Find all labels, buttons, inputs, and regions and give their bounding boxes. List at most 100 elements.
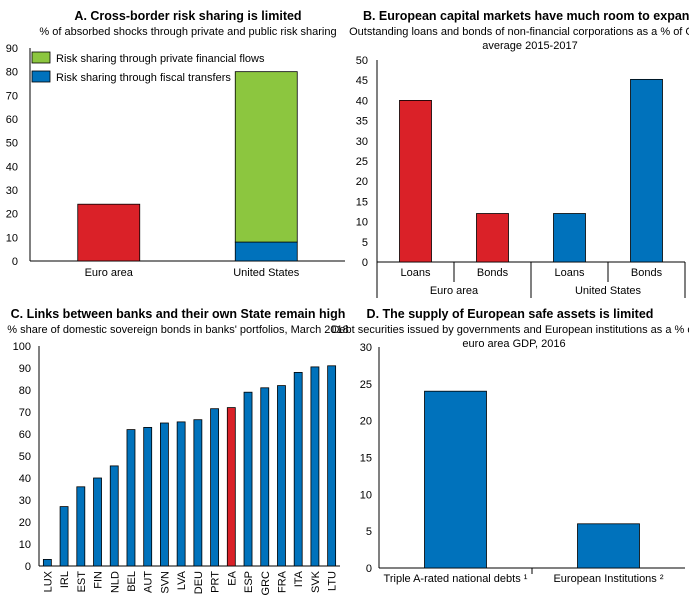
bar-triple-a-debts — [424, 390, 487, 569]
panel-subtitle: % of absorbed shocks through private and… — [39, 26, 336, 38]
y-tick-label: 70 — [19, 407, 31, 419]
x-category-label: AUT — [143, 571, 155, 593]
bar-european-institutions — [577, 523, 640, 569]
y-tick-label: 50 — [6, 138, 18, 150]
x-category-label: Triple A-rated national debts ¹ — [384, 573, 528, 585]
y-tick-label: 60 — [19, 429, 31, 441]
y-tick-label: 70 — [6, 90, 18, 102]
x-group-label: Euro area — [430, 285, 479, 297]
x-category-label: LTU — [327, 571, 339, 591]
bar-grc — [260, 387, 270, 567]
x-category-label: LVA — [176, 570, 188, 590]
bar-bel — [126, 429, 136, 567]
x-category-label: BEL — [126, 571, 138, 592]
x-category-label: EST — [76, 571, 88, 593]
panel-subtitle: Outstanding loans and bonds of non-finan… — [349, 26, 689, 38]
bar-loans — [399, 100, 432, 263]
bar-loans — [553, 213, 586, 263]
y-tick-label: 40 — [19, 473, 31, 485]
bar-svn — [160, 422, 169, 567]
y-tick-label: 30 — [6, 185, 18, 197]
y-tick-label: 100 — [13, 341, 31, 353]
bar-fin — [93, 477, 102, 567]
y-tick-label: 35 — [356, 116, 368, 128]
x-category-label: United States — [233, 267, 300, 279]
bar-ita — [293, 371, 303, 567]
panel-d: D. The supply of European safe assets is… — [331, 307, 689, 585]
panel-subtitle: Debt securities issued by governments an… — [331, 324, 689, 336]
y-tick-label: 80 — [19, 385, 31, 397]
bar-lux — [42, 559, 52, 567]
x-group-label: United States — [575, 285, 642, 297]
bar-euro-area — [77, 203, 141, 262]
y-tick-label: 10 — [19, 539, 31, 551]
panel-subtitle: % share of domestic sovereign bonds in b… — [7, 324, 348, 336]
x-category-label: European Institutions ² — [553, 573, 663, 585]
y-tick-label: 20 — [356, 176, 368, 188]
x-category-label: Loans — [401, 267, 431, 279]
y-tick-label: 80 — [6, 67, 18, 79]
panel-title: B. European capital markets have much ro… — [363, 9, 689, 23]
x-category-label: Bonds — [631, 267, 663, 279]
x-category-label: SVK — [310, 570, 322, 593]
panel-subtitle: euro area GDP, 2016 — [462, 338, 565, 350]
y-tick-label: 10 — [6, 232, 18, 244]
panel-a: A. Cross-border risk sharing is limited%… — [6, 9, 345, 279]
y-tick-label: 0 — [362, 257, 368, 269]
bar-svk — [310, 366, 320, 567]
x-category-label: NLD — [109, 571, 121, 593]
y-tick-label: 20 — [360, 416, 372, 428]
bar-fra — [277, 385, 286, 567]
x-category-label: ITA — [293, 570, 305, 587]
y-tick-label: 50 — [356, 55, 368, 67]
x-category-label: Loans — [555, 267, 585, 279]
y-tick-label: 90 — [19, 363, 31, 375]
panel-title: D. The supply of European safe assets is… — [367, 307, 654, 321]
bar-prt — [210, 408, 219, 567]
x-category-label: PRT — [210, 571, 222, 593]
y-tick-label: 0 — [25, 561, 31, 573]
y-tick-label: 60 — [6, 114, 18, 126]
panel-title: A. Cross-border risk sharing is limited — [74, 9, 301, 23]
bar-lva — [176, 421, 186, 567]
x-category-label: FRA — [276, 570, 288, 593]
y-tick-label: 10 — [356, 217, 368, 229]
bar-united-states — [234, 241, 298, 262]
y-tick-label: 20 — [19, 517, 31, 529]
y-tick-label: 5 — [362, 237, 368, 249]
x-category-label: ESP — [243, 571, 255, 593]
y-tick-label: 15 — [360, 453, 372, 465]
y-tick-label: 40 — [356, 95, 368, 107]
y-tick-label: 20 — [6, 209, 18, 221]
y-tick-label: 90 — [6, 43, 18, 55]
bar-aut — [143, 426, 153, 567]
y-tick-label: 15 — [356, 196, 368, 208]
y-tick-label: 0 — [12, 256, 18, 268]
x-category-label: FIN — [93, 571, 105, 589]
bar-ea — [226, 407, 236, 567]
bar-est — [76, 486, 86, 567]
x-category-label: Euro area — [85, 267, 134, 279]
x-category-label: SVN — [159, 571, 171, 594]
x-category-label: IRL — [59, 571, 71, 588]
bar-united-states — [234, 71, 298, 243]
y-tick-label: 30 — [356, 136, 368, 148]
legend-label: Risk sharing through private financial f… — [56, 53, 265, 65]
legend-swatch — [31, 70, 51, 83]
y-tick-label: 50 — [19, 451, 31, 463]
bar-bonds — [476, 213, 509, 263]
bar-bonds — [630, 78, 663, 263]
panel-b: B. European capital markets have much ro… — [349, 9, 689, 298]
x-category-label: EA — [226, 570, 238, 585]
x-category-label: GRC — [260, 571, 272, 596]
y-tick-label: 25 — [360, 379, 372, 391]
x-category-label: LUX — [42, 570, 54, 592]
y-tick-label: 10 — [360, 489, 372, 501]
x-category-label: DEU — [193, 571, 205, 594]
panel-title: C. Links between banks and their own Sta… — [11, 307, 346, 321]
panel-subtitle: average 2015-2017 — [482, 40, 577, 52]
y-tick-label: 5 — [366, 526, 372, 538]
legend: Risk sharing through private financial f… — [31, 51, 265, 84]
y-tick-label: 45 — [356, 75, 368, 87]
panel-c: C. Links between banks and their own Sta… — [7, 307, 348, 595]
